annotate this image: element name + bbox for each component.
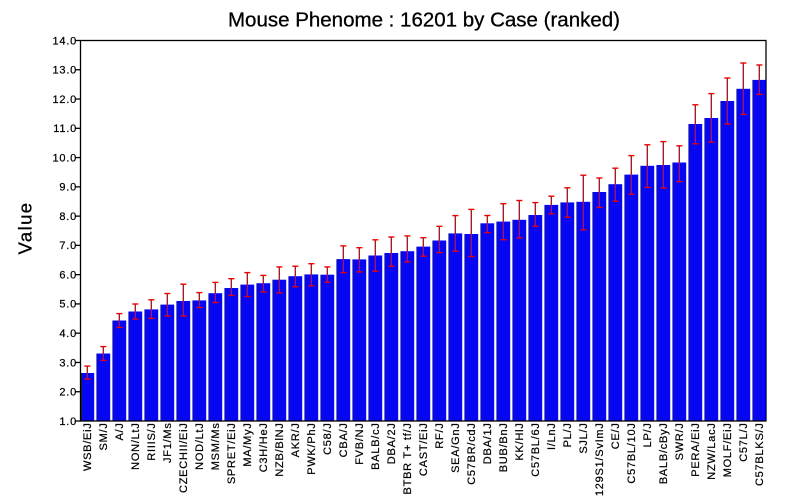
svg-text:CAST/EiJ: CAST/EiJ (418, 422, 430, 476)
svg-text:PL/J: PL/J (562, 422, 574, 447)
svg-text:CZECHII/EiJ: CZECHII/EiJ (178, 422, 190, 493)
svg-text:NZW/LacJ: NZW/LacJ (706, 422, 718, 479)
svg-text:6.0: 6.0 (59, 269, 77, 281)
svg-text:A/J: A/J (114, 422, 126, 440)
svg-text:SWR/J: SWR/J (674, 422, 686, 460)
svg-text:MA/MyJ: MA/MyJ (242, 422, 254, 466)
svg-text:8.0: 8.0 (59, 211, 77, 223)
svg-text:NON/LtJ: NON/LtJ (130, 422, 142, 469)
svg-text:BALB/cJ: BALB/cJ (370, 422, 382, 469)
svg-text:MOLF/EiJ: MOLF/EiJ (722, 422, 734, 477)
svg-text:AKR/J: AKR/J (290, 422, 302, 457)
svg-text:C57BLKS/J: C57BLKS/J (754, 422, 766, 486)
svg-text:DBA/2J: DBA/2J (386, 422, 398, 464)
svg-text:MSM/Ms: MSM/Ms (210, 422, 222, 470)
svg-text:5.0: 5.0 (59, 299, 77, 311)
svg-text:FVB/NJ: FVB/NJ (354, 422, 366, 464)
svg-text:WSB/EiJ: WSB/EiJ (82, 422, 94, 471)
svg-text:11.0: 11.0 (53, 123, 77, 135)
svg-text:10.0: 10.0 (52, 152, 77, 164)
svg-text:14.0: 14.0 (52, 35, 77, 47)
svg-text:RIIIS/J: RIIIS/J (146, 422, 158, 460)
svg-text:LP/J: LP/J (642, 422, 654, 447)
svg-text:CE/J: CE/J (610, 422, 622, 449)
svg-text:SPRET/EiJ: SPRET/EiJ (226, 422, 238, 484)
svg-text:3.0: 3.0 (59, 357, 77, 369)
svg-text:CBA/J: CBA/J (338, 422, 350, 457)
svg-text:BALB/cByJ: BALB/cByJ (658, 422, 670, 484)
svg-text:KK/HlJ: KK/HlJ (514, 422, 526, 460)
svg-text:PERA/EiJ: PERA/EiJ (690, 422, 702, 476)
svg-text:C3H/HeJ: C3H/HeJ (258, 422, 270, 472)
svg-text:13.0: 13.0 (52, 65, 77, 77)
svg-text:12.0: 12.0 (52, 94, 77, 106)
svg-text:7.0: 7.0 (59, 240, 77, 252)
svg-text:2.0: 2.0 (59, 387, 77, 399)
svg-text:9.0: 9.0 (59, 182, 77, 194)
svg-text:RF/J: RF/J (434, 422, 446, 448)
svg-text:JF1/Ms: JF1/Ms (162, 422, 174, 463)
svg-text:I/LnJ: I/LnJ (546, 422, 558, 450)
svg-text:C58/J: C58/J (322, 422, 334, 455)
svg-text:129S1/SvImJ: 129S1/SvImJ (594, 422, 606, 496)
svg-text:Mouse Phenome : 16201 by Case: Mouse Phenome : 16201 by Case (ranked) (228, 9, 620, 32)
svg-text:C57L/J: C57L/J (738, 422, 750, 461)
svg-text:C57BL/6J: C57BL/6J (530, 422, 542, 476)
svg-text:BUB/BnJ: BUB/BnJ (498, 422, 510, 472)
svg-text:PWK/PhJ: PWK/PhJ (306, 422, 318, 474)
svg-text:SM/J: SM/J (98, 422, 110, 450)
svg-text:NZB/BlNJ: NZB/BlNJ (274, 422, 286, 476)
svg-text:SEA/GnJ: SEA/GnJ (450, 422, 462, 473)
svg-text:DBA/1J: DBA/1J (482, 422, 494, 464)
svg-text:4.0: 4.0 (59, 328, 77, 340)
svg-text:NOD/LtJ: NOD/LtJ (194, 422, 206, 469)
svg-text:C57BR/cdJ: C57BR/cdJ (466, 422, 478, 484)
svg-text:BTBR T+ tf/J: BTBR T+ tf/J (402, 422, 414, 494)
svg-text:Value: Value (15, 202, 36, 255)
svg-text:1.0: 1.0 (59, 416, 77, 428)
svg-text:SJL/J: SJL/J (578, 422, 590, 453)
svg-text:C57BL/10J: C57BL/10J (626, 422, 638, 483)
